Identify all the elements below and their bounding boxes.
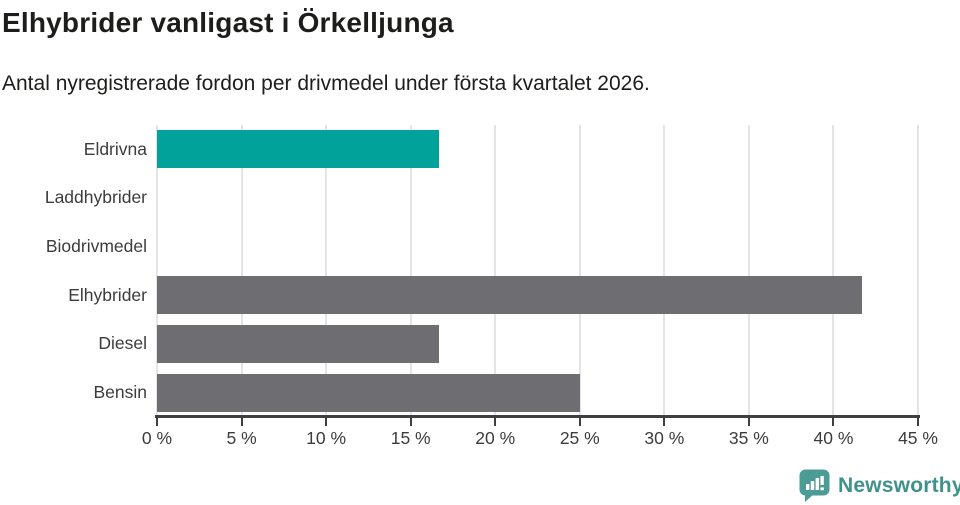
newsworthy-logo: Newsworthy	[799, 469, 960, 502]
x-axis-tick	[156, 418, 158, 426]
x-axis-tick	[494, 418, 497, 426]
bar-bensin	[157, 373, 580, 412]
x-axis-tick-label: 45 %	[898, 428, 938, 448]
x-axis-tick-label: 35 %	[728, 428, 769, 448]
x-axis-line	[155, 415, 920, 418]
x-axis-tick	[663, 418, 666, 426]
x-axis-tick	[409, 418, 412, 426]
category-label-laddhybrider: Laddhybrider	[44, 187, 147, 208]
gridline	[156, 125, 158, 417]
bar-diesel	[157, 325, 440, 363]
gridline	[663, 125, 666, 417]
gridline	[832, 125, 835, 417]
x-axis-tick-label: 20 %	[475, 428, 516, 448]
category-label-biodrivmedel: Biodrivmedel	[45, 236, 147, 257]
gridline	[240, 125, 243, 417]
x-axis-tick	[832, 418, 835, 426]
x-axis-tick-label: 25 %	[559, 428, 600, 448]
x-axis-tick	[240, 418, 243, 426]
gridline	[325, 125, 328, 417]
bar-eldrivna	[157, 130, 440, 169]
gridline	[494, 125, 497, 417]
gridline	[747, 125, 750, 417]
x-axis-tick-label: 40 %	[813, 428, 854, 448]
category-label-bensin: Bensin	[93, 382, 147, 403]
gridline	[409, 125, 412, 417]
gridline	[578, 125, 581, 417]
x-axis-tick	[917, 418, 919, 426]
x-axis-tick-label: 15 %	[390, 428, 431, 448]
gridline	[917, 125, 919, 417]
x-axis-tick-label: 5 %	[226, 428, 257, 448]
x-axis-tick	[578, 418, 581, 426]
bar-elhybrider	[157, 276, 863, 315]
category-label-eldrivna: Eldrivna	[83, 138, 147, 159]
newsworthy-logo-icon	[799, 469, 830, 502]
x-axis-tick-label: 0 %	[141, 428, 173, 448]
category-label-diesel: Diesel	[98, 333, 147, 354]
plot-area: Eldrivna Laddhybrider Biodrivmedel Elhybrid…	[45, 125, 938, 448]
x-axis-tick-label: 10 %	[306, 428, 347, 448]
chart-title: Elhybrider vanligast i Örkelljunga	[2, 7, 454, 38]
x-axis-tick	[325, 418, 328, 426]
chart-subtitle: Antal nyregistrerade fordon per drivmede…	[2, 72, 650, 95]
newsworthy-logo-text: Newsworthy	[838, 473, 960, 497]
x-axis-tick	[747, 418, 750, 426]
x-axis-tick-label: 30 %	[644, 428, 685, 448]
category-label-elhybrider: Elhybrider	[68, 284, 147, 305]
